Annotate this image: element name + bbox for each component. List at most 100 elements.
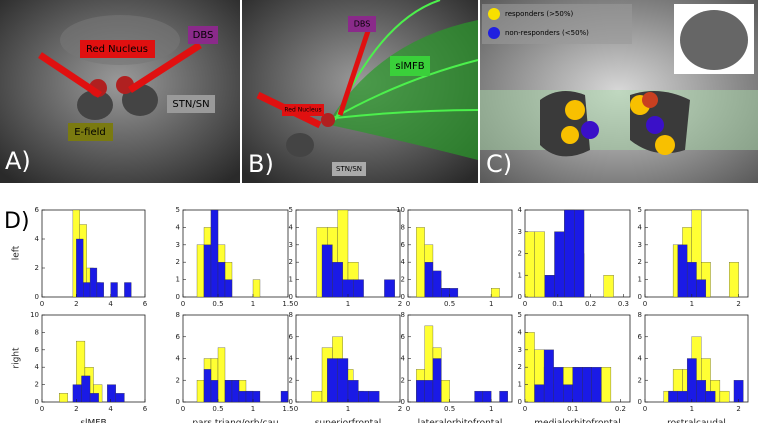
y-tick-label: 1 — [176, 276, 180, 284]
y-tick-label: 2 — [638, 258, 642, 266]
legend-label: responders (>50%) — [505, 10, 573, 18]
y-tick-label: 8 — [401, 311, 405, 319]
row-label: right — [12, 347, 22, 369]
y-tick-label: 4 — [401, 258, 406, 266]
y-tick-label: 0 — [518, 398, 522, 406]
y-tick-label: 0 — [176, 398, 180, 406]
histogram-bar — [601, 367, 612, 403]
histogram-bar — [686, 262, 697, 298]
y-tick-label: 2 — [401, 376, 405, 384]
x-tick-label: 2 — [398, 405, 402, 413]
x-tick-label: 1.5 — [282, 300, 293, 308]
y-tick-label: 3 — [176, 241, 180, 249]
x-tick-label: 2 — [736, 300, 740, 308]
histogram-bar — [96, 282, 104, 298]
y-tick-label: 0 — [176, 293, 180, 301]
histogram-bar — [572, 367, 583, 403]
histogram-bar — [81, 375, 91, 403]
x-tick-label: 6 — [143, 405, 148, 413]
y-tick-label: 0 — [638, 398, 642, 406]
histogram-bar — [543, 349, 554, 403]
x-tick-label: 0.1 — [552, 300, 563, 308]
histogram-bar — [491, 288, 500, 298]
histogram-bar — [474, 390, 484, 403]
histogram-bar — [574, 209, 585, 298]
y-tick-label: 0 — [35, 398, 39, 406]
y-tick-label: 3 — [518, 228, 522, 236]
x-tick-label: 0 — [643, 405, 647, 413]
histogram-bar — [210, 209, 219, 298]
histogram-bar — [432, 270, 442, 298]
histogram-bar — [416, 380, 425, 403]
x-axis-label: rostralcaudal — [667, 419, 726, 423]
x-tick-label: 1 — [346, 405, 350, 413]
histogram-bar — [696, 380, 707, 403]
y-tick-label: 4 — [289, 223, 294, 231]
label: E-field — [74, 127, 106, 138]
y-tick-label: 6 — [176, 333, 181, 341]
histogram-bar — [563, 384, 573, 403]
histogram-bar — [224, 279, 233, 298]
y-tick-label: 4 — [35, 235, 40, 243]
x-tick-label: 0 — [523, 405, 527, 413]
histogram-bar — [696, 279, 707, 298]
y-tick-label: 2 — [518, 250, 522, 258]
histogram-bar — [224, 380, 233, 403]
x-tick-label: 0 — [40, 405, 44, 413]
x-tick-label: 0 — [181, 300, 185, 308]
histogram-bar — [252, 279, 261, 298]
x-tick-label: 0.5 — [212, 300, 223, 308]
histogram-bar — [217, 262, 226, 298]
histogram-bar — [544, 275, 555, 298]
y-tick-label: 2 — [289, 258, 293, 266]
histogram-bar — [416, 227, 425, 298]
histogram-bar — [89, 267, 98, 298]
histogram-bar — [124, 282, 132, 298]
label: Red Nucleus — [86, 44, 148, 55]
y-tick-label: 8 — [289, 311, 293, 319]
histogram-bar — [196, 380, 205, 403]
row-label: left — [12, 245, 22, 260]
y-tick-label: 2 — [35, 264, 39, 272]
histogram-bar — [677, 244, 688, 298]
y-tick-label: 0 — [401, 398, 405, 406]
histogram-bar — [719, 390, 730, 403]
x-tick-label: 1 — [251, 405, 255, 413]
x-tick-label: 1 — [489, 300, 493, 308]
x-tick-label: 0.5 — [444, 300, 455, 308]
panel-label: A) — [5, 147, 31, 175]
y-tick-label: 4 — [518, 206, 523, 214]
histogram-bar — [332, 262, 343, 298]
x-tick-label: 0 — [181, 405, 185, 413]
histogram-bar — [677, 390, 688, 403]
y-tick-label: 8 — [35, 328, 39, 336]
histogram-bar — [59, 393, 68, 403]
y-tick-label: 3 — [638, 241, 642, 249]
panel-b: DBS slMFB Red Nucleus STN/SN B) — [242, 0, 479, 183]
x-axis-label: slMFB — [80, 419, 106, 423]
y-tick-label: 4 — [401, 355, 406, 363]
histogram-bar — [358, 390, 369, 403]
x-tick-label: 1 — [251, 300, 255, 308]
y-tick-label: 3 — [289, 241, 293, 249]
y-tick-label: 3 — [518, 346, 522, 354]
x-tick-label: 6 — [143, 300, 148, 308]
x-tick-label: 0.5 — [444, 405, 455, 413]
y-tick-label: 2 — [401, 276, 405, 284]
histogram-bar — [76, 238, 84, 298]
x-tick-label: 0 — [406, 300, 410, 308]
x-tick-label: 0.2 — [585, 300, 596, 308]
histogram-bar — [217, 347, 226, 403]
y-tick-label: 1 — [289, 276, 293, 284]
histogram-bar — [441, 288, 450, 298]
label: Red Nucleus — [284, 107, 321, 114]
x-tick-label: 0 — [294, 405, 298, 413]
y-tick-label: 10 — [30, 311, 39, 319]
x-axis-label: medialorbitofrontal — [534, 419, 620, 423]
y-tick-label: 4 — [35, 363, 40, 371]
label: STN/SN — [336, 165, 362, 173]
x-tick-label: 0.2 — [615, 405, 626, 413]
histogram-bar — [280, 390, 289, 403]
x-axis-label: superiorfrontal — [315, 419, 381, 423]
histogram-bar — [115, 393, 125, 403]
